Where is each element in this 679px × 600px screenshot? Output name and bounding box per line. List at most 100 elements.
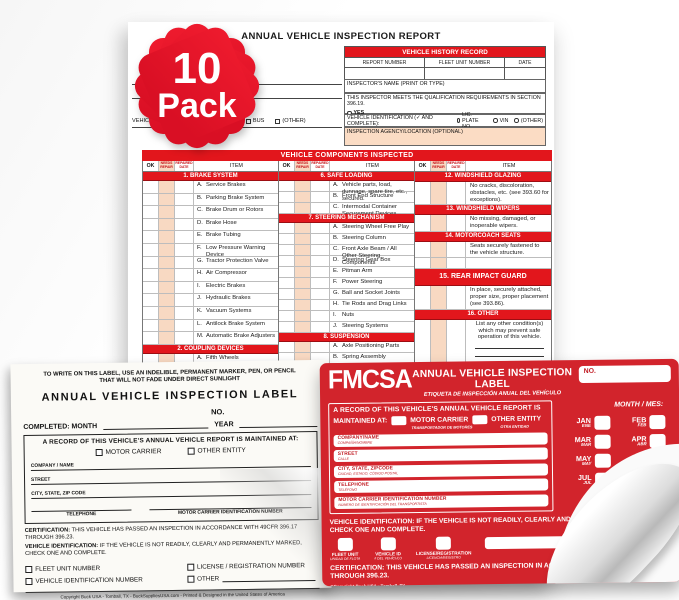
white-inspection-label: TO WRITE ON THIS LABEL, USE AN INDELIBLE… [10,359,332,600]
item-text: Electric Brakes [206,282,246,289]
needs-repair-cell [159,269,175,281]
section-banner: 13. WINDSHIELD WIPERS [414,205,551,216]
item-cell: C.Intermodal Container Securement Device… [330,203,414,217]
repaired-date-cell [311,322,330,332]
table-row: No cracks, discoloration, obstacles, etc… [414,182,551,206]
item-text: Brake Tubing [206,232,241,239]
item-cell: No cracks, discoloration, obstacles, etc… [469,183,549,203]
section-banner: 15. REAR IMPACT GUARD [414,269,551,287]
red-check-es: # DEL VEHÍCULO [374,556,402,561]
needs-repair-cell [294,300,311,310]
ok-cell [279,234,295,244]
item-cell: In place, securely attached, proper size… [469,287,549,308]
vehicle-id-lead: VEHICLE IDENTIFICATION: [24,543,99,551]
vehicle-id-paragraph: VEHICLE IDENTIFICATION: IF THE VEHICLE I… [25,540,319,558]
needs-repair-header: NEEDS REPAIR [294,161,311,171]
item-text: Low Pressure Warning Device [206,244,266,258]
ok-cell [279,256,295,266]
white-label-no: NO. [211,406,225,417]
item-letter: E. [332,268,339,274]
item-letter: D. [332,257,339,263]
repaired-date-cell [175,294,194,306]
inspector-name-label: INSPECTOR'S NAME (PRINT OR TYPE) [347,81,445,87]
item-cell: E. Brake Tubing [194,231,278,243]
motor-carrier-label: MOTOR CARRIER [105,447,162,456]
record-checkboxes: MOTOR CARRIER OTHER ENTITY [31,446,311,457]
repaired-date-cell [311,203,330,213]
red-check-es: UNIDAD DE FLOTA [330,556,361,562]
qualification-text: THIS INSPECTOR MEETS THE QUALIFICATION R… [347,95,541,107]
fmcsa-red-label: FMCSA ANNUAL VEHICLE INSPECTION LABEL ET… [319,358,679,587]
id-checkbox-option: OTHER [187,574,319,584]
repaired-date-cell [175,243,194,256]
item-cell: A. Vehicle parts, load, dunnage, spare ti… [330,181,414,202]
item-cell: M. Automatic Brake Adjusters [194,332,278,344]
item-letter: A. [332,224,339,230]
ok-cell [279,245,295,255]
table-header-row: OK NEEDS REPAIR REPAIRED DATE ITEM [278,161,414,172]
item-letter: G. [332,290,340,296]
red-check-option: VEHICLE ID # DEL VEHÍCULO [374,537,402,561]
needs-repair-cell [294,192,311,202]
ok-cell [143,231,159,243]
ok-cell [415,241,431,258]
ok-cell [143,332,159,344]
needs-repair-cell [159,294,175,306]
section-banner: 2. COUPLING DEVICES [143,344,278,354]
repaired-date-cell [311,353,330,363]
ok-cell [143,206,159,218]
item-header: ITEM [366,162,379,169]
history-header-row: REPORT NUMBER FLEET UNIT NUMBER DATE [345,57,545,67]
ok-cell [143,306,159,319]
repaired-date-cell [175,269,194,281]
month-cell: MAR MAR [561,434,617,450]
needs-repair-cell [159,193,175,206]
needs-repair-cell [159,206,175,218]
month-writein-line [103,420,209,430]
needs-repair-cell [430,258,447,269]
item-cell: J. Steering Systems [330,322,414,332]
ok-cell [279,353,295,363]
red-label-title: ANNUAL VEHICLE INSPECTION LABEL [412,367,573,391]
record-box: A RECORD OF THIS VEHICLE'S ANNUAL VEHICL… [23,430,319,524]
item-text: Fifth Wheels [206,354,239,361]
item-text: Vehicle parts, load, dunnage, spare tire… [341,182,408,202]
item-letter: F. [332,279,338,285]
month-checkbox [649,414,666,430]
table-row: I. Nuts [278,311,414,322]
table-row: In place, securely attached, proper size… [414,286,551,310]
needs-repair-cell [159,256,175,269]
year-label: YEAR [214,420,234,429]
red-field-list: COMPANY/NAME COMPAÑÍA/NOMBRE STREET CALLE CI… [333,431,549,509]
repaired-date-cell [175,353,194,366]
item-cell [466,258,551,268]
item-cell: D. Steering Gear Box [330,256,414,266]
ok-cell [143,294,159,306]
item-letter: I. [197,282,201,289]
write-in-line [474,349,544,358]
ok-header: OK [279,161,295,171]
item-text: Brake Hose [206,219,237,226]
repaired-date-header: REPAIRED DATE [175,161,194,171]
table-row: G. Ball and Socket Joints [278,289,414,300]
table-row: C. Front Axle Beam / All Other Steering C… [278,245,414,266]
table-row: J. Steering Systems [278,322,414,333]
repaired-date-cell [175,319,194,332]
item-cell: G. Tractor Protection Valve [194,257,278,269]
item-cell: A. Steering Wheel Free Play [330,223,414,233]
red-field: COMPANY/NAME COMPAÑÍA/NOMBRE [333,431,548,447]
id-checkbox [25,566,33,574]
item-letter: B. [332,235,339,241]
repaired-date-cell [311,223,330,233]
item-cell: H. Tie Rods and Drag Links [330,300,414,310]
item-text: Steering Gear Box [341,257,391,263]
ok-cell [415,258,431,269]
item-text: Parking Brake System [206,194,265,201]
item-letter: H. [197,270,203,277]
telephone-mcid-row: TELEPHONE MOTOR CARRIER IDENTIFICATION N… [31,506,312,518]
needs-repair-header: NEEDS REPAIR [159,161,175,171]
ok-cell [279,181,295,191]
item-cell: Seats securely fastened to the vehicle s… [469,242,540,256]
id-checkbox-option: FLEET UNIT NUMBER [25,564,187,574]
month-name: JUL JUL [578,473,592,486]
